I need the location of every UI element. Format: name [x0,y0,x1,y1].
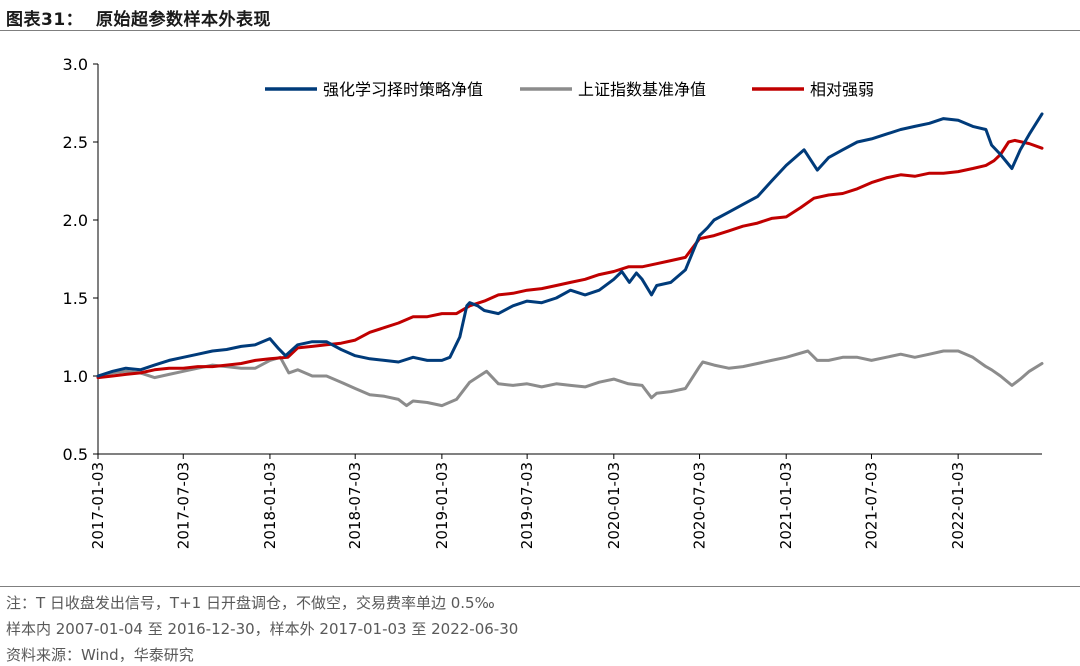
x-tick-label: 2021-01-03 [777,462,795,549]
line-chart: 0.51.01.52.02.53.0 2017-01-03 2017-07-03 2… [63,55,1044,549]
y-tick-label: 0.5 [63,445,88,464]
x-tick-label: 2020-01-03 [605,462,623,549]
chart-legend: 强化学习择时策略净值 上证指数基准净值 相对强弱 [265,80,874,99]
figure-title: 图表31： 原始超参数样本外表现 [6,10,271,30]
series-line-2 [96,138,1044,380]
x-tick-label: 2019-01-03 [433,462,451,549]
y-tick-label: 1.5 [63,289,88,308]
x-tick-label: 2017-01-03 [89,462,107,549]
y-tick-label: 2.0 [63,211,88,230]
figure-header: 图表31： 原始超参数样本外表现 [0,0,1080,32]
footer-divider [0,586,1080,587]
legend-label-1: 上证指数基准净值 [578,80,706,99]
series-lines [96,112,1044,408]
x-tick-label: 2019-07-03 [518,462,536,549]
x-tick-label: 2018-07-03 [346,462,364,549]
series-line-1 [96,349,1044,408]
y-axis-ticks: 0.5 1.0 1.5 2.0 2.5 3.0 [63,55,98,464]
x-tick-label: 2022-01-03 [949,462,967,549]
x-tick-label: 2020-07-03 [691,462,709,549]
header-divider [0,30,1080,31]
x-axis-ticks: 2017-01-03 2017-07-03 2018-01-03 2018-07-03… [89,454,967,549]
x-tick-label: 2021-07-03 [862,462,880,549]
series-line-0 [96,112,1044,378]
x-tick-label: 2018-01-03 [261,462,279,549]
legend-label-2: 相对强弱 [810,80,874,99]
y-tick-label: 1.0 [63,367,88,386]
y-tick-label: 2.5 [63,133,88,152]
note-sample-period: 样本内 2007-01-04 至 2016-12-30，样本外 2017-01-… [6,620,519,638]
note-trading-rules: 注：T 日收盘发出信号，T+1 日开盘调仓，不做空，交易费率单边 0.5‰ [6,594,495,612]
note-data-source: 资料来源：Wind，华泰研究 [6,646,194,664]
x-tick-label: 2017-07-03 [174,462,192,549]
chart-axes [97,64,1042,455]
y-tick-label: 3.0 [63,55,88,74]
legend-label-0: 强化学习择时策略净值 [323,80,483,99]
